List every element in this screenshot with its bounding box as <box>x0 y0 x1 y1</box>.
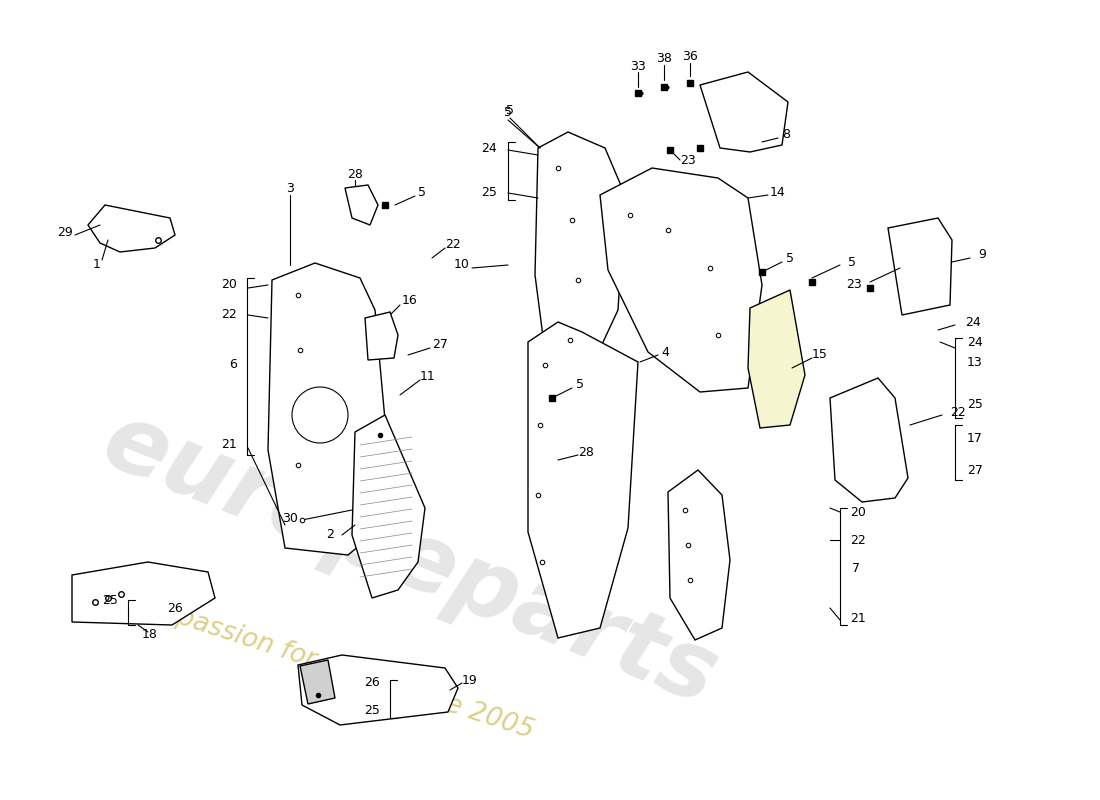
Text: 7: 7 <box>852 562 860 574</box>
Polygon shape <box>600 168 762 392</box>
Polygon shape <box>300 660 336 704</box>
Text: 13: 13 <box>967 355 982 369</box>
Polygon shape <box>88 205 175 252</box>
Text: 29: 29 <box>57 226 73 239</box>
Text: 25: 25 <box>967 398 983 411</box>
Text: 5: 5 <box>786 251 794 265</box>
Text: 5: 5 <box>848 255 856 269</box>
Text: 16: 16 <box>403 294 418 306</box>
Polygon shape <box>748 290 805 428</box>
Text: 25: 25 <box>481 186 497 198</box>
Text: 25: 25 <box>102 594 118 606</box>
Text: 4: 4 <box>661 346 669 358</box>
Polygon shape <box>528 322 638 638</box>
Text: 23: 23 <box>846 278 862 291</box>
Text: a passion for parts since 2005: a passion for parts since 2005 <box>150 596 537 744</box>
Polygon shape <box>345 185 378 225</box>
Text: 10: 10 <box>454 258 470 271</box>
Text: 22: 22 <box>950 406 966 418</box>
Text: 15: 15 <box>812 349 828 362</box>
Text: 20: 20 <box>850 506 866 518</box>
Text: 30: 30 <box>282 511 298 525</box>
Text: 36: 36 <box>682 50 697 63</box>
Text: 19: 19 <box>462 674 477 686</box>
Polygon shape <box>830 378 908 502</box>
Text: 5: 5 <box>576 378 584 391</box>
Text: 24: 24 <box>967 335 982 349</box>
Polygon shape <box>298 655 458 725</box>
Polygon shape <box>268 263 385 555</box>
Text: 24: 24 <box>965 315 981 329</box>
Text: 5: 5 <box>504 106 512 118</box>
Text: europeparts: europeparts <box>90 395 730 725</box>
Text: 24: 24 <box>482 142 497 154</box>
Text: 9: 9 <box>978 249 986 262</box>
Text: 26: 26 <box>167 602 183 614</box>
Text: 33: 33 <box>630 59 646 73</box>
Text: 18: 18 <box>142 629 158 642</box>
Text: 14: 14 <box>770 186 785 198</box>
Text: 22: 22 <box>446 238 461 250</box>
Text: 2: 2 <box>326 529 334 542</box>
Text: 22: 22 <box>850 534 866 546</box>
Text: 5: 5 <box>506 103 514 117</box>
Text: 25: 25 <box>364 703 380 717</box>
Polygon shape <box>352 415 425 598</box>
Polygon shape <box>668 470 730 640</box>
Text: 8: 8 <box>782 129 790 142</box>
Text: 22: 22 <box>221 309 236 322</box>
Text: 11: 11 <box>420 370 436 382</box>
Text: 17: 17 <box>967 431 983 445</box>
Text: 27: 27 <box>967 463 983 477</box>
Circle shape <box>292 387 348 443</box>
Polygon shape <box>888 218 952 315</box>
Text: 20: 20 <box>221 278 236 291</box>
Text: 27: 27 <box>432 338 448 351</box>
Text: 28: 28 <box>579 446 594 458</box>
Text: 21: 21 <box>850 611 866 625</box>
Text: 21: 21 <box>221 438 236 451</box>
Polygon shape <box>72 562 214 625</box>
Text: 23: 23 <box>680 154 696 166</box>
Text: 26: 26 <box>364 677 380 690</box>
Text: 5: 5 <box>418 186 426 199</box>
Polygon shape <box>535 132 625 375</box>
Text: 38: 38 <box>656 53 672 66</box>
Polygon shape <box>365 312 398 360</box>
Text: 28: 28 <box>348 169 363 182</box>
Polygon shape <box>700 72 788 152</box>
Text: 1: 1 <box>94 258 101 270</box>
Text: 3: 3 <box>286 182 294 194</box>
Text: 6: 6 <box>229 358 236 371</box>
